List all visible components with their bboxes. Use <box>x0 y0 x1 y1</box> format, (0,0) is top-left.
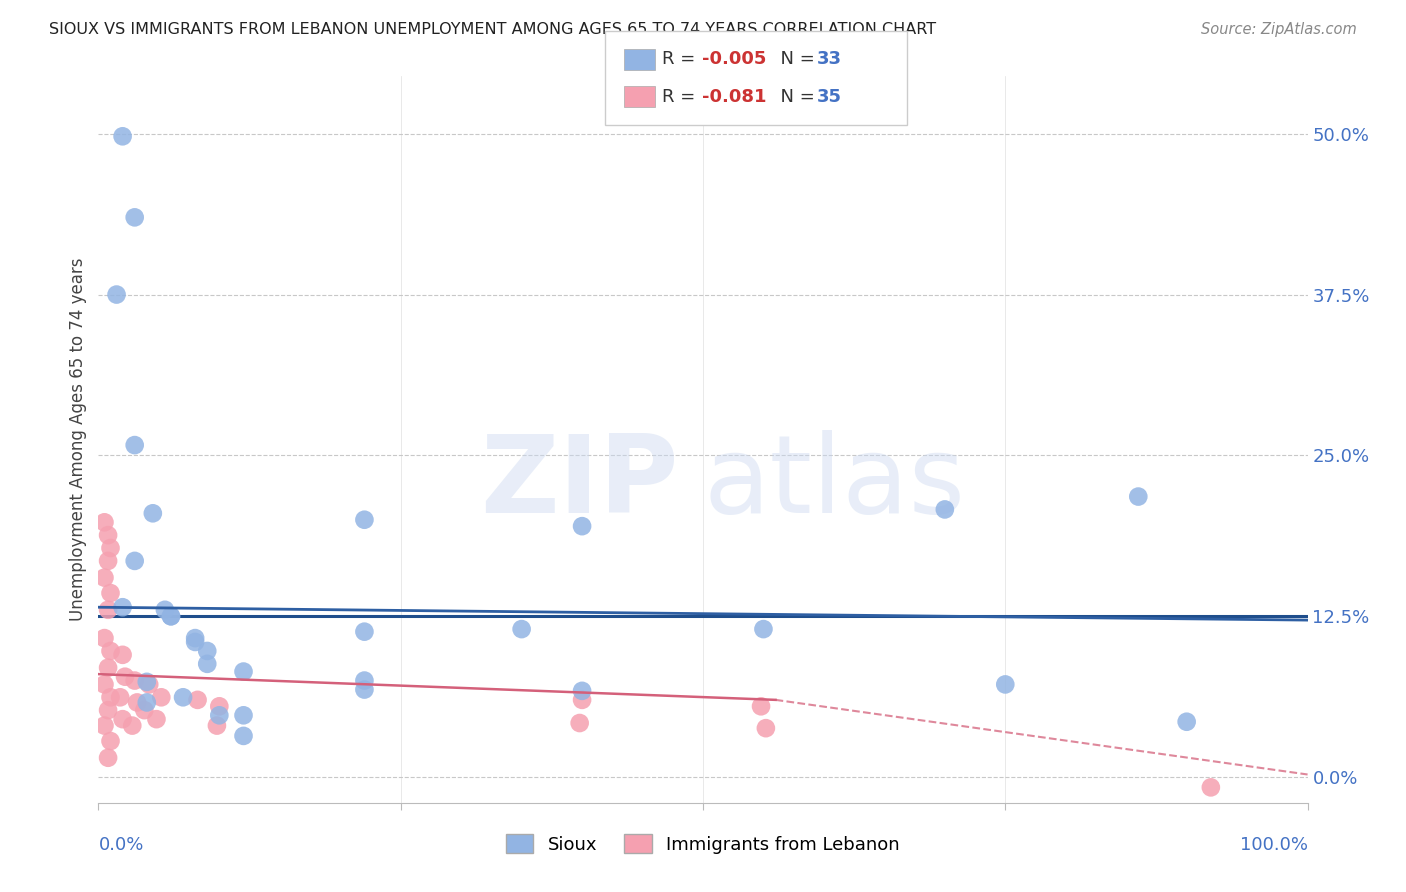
Point <box>187 693 209 707</box>
Text: -0.081: -0.081 <box>702 87 766 105</box>
Point <box>571 684 593 698</box>
Point <box>97 528 120 542</box>
Point <box>93 718 115 732</box>
Point <box>97 661 120 675</box>
Point <box>100 690 122 705</box>
Point <box>571 519 593 533</box>
Point <box>111 648 134 662</box>
Point <box>135 674 157 689</box>
Point <box>749 699 772 714</box>
Point <box>1128 490 1150 504</box>
Text: ZIP: ZIP <box>481 430 679 536</box>
Text: N =: N = <box>769 51 821 69</box>
Text: atlas: atlas <box>703 430 965 536</box>
Point <box>124 211 146 225</box>
Point <box>134 703 156 717</box>
Point <box>195 657 218 671</box>
Point <box>184 635 207 649</box>
Point <box>160 609 183 624</box>
Point <box>100 734 122 748</box>
Point <box>755 721 778 735</box>
Point <box>195 644 218 658</box>
Point <box>111 600 134 615</box>
Point <box>97 751 120 765</box>
Y-axis label: Unemployment Among Ages 65 to 74 years: Unemployment Among Ages 65 to 74 years <box>69 258 87 621</box>
Point <box>97 554 120 568</box>
Text: 0.0%: 0.0% <box>98 836 143 854</box>
Text: 35: 35 <box>817 87 842 105</box>
Point <box>93 516 115 530</box>
Point <box>205 718 228 732</box>
Point <box>208 699 231 714</box>
Point <box>100 644 122 658</box>
Text: -0.005: -0.005 <box>702 51 766 69</box>
Point <box>97 703 120 717</box>
Point <box>111 129 134 144</box>
Point <box>353 682 375 697</box>
Text: 33: 33 <box>817 51 842 69</box>
Text: N =: N = <box>769 87 821 105</box>
Point <box>353 624 375 639</box>
Point <box>232 729 254 743</box>
Point <box>150 690 173 705</box>
Point <box>568 716 591 731</box>
Point <box>994 677 1017 691</box>
Point <box>114 670 136 684</box>
Point <box>124 554 146 568</box>
Point <box>160 609 183 624</box>
Point <box>510 622 533 636</box>
Legend: Sioux, Immigrants from Lebanon: Sioux, Immigrants from Lebanon <box>498 825 908 863</box>
Point <box>571 693 593 707</box>
Point <box>208 708 231 723</box>
Point <box>353 673 375 688</box>
Point <box>97 603 120 617</box>
Point <box>1175 714 1198 729</box>
Point <box>135 695 157 709</box>
Point <box>1199 780 1222 795</box>
Point <box>184 631 207 645</box>
Point <box>353 513 375 527</box>
Point <box>934 502 956 516</box>
Point <box>127 695 149 709</box>
Point <box>752 622 775 636</box>
Point <box>100 586 122 600</box>
Text: SIOUX VS IMMIGRANTS FROM LEBANON UNEMPLOYMENT AMONG AGES 65 TO 74 YEARS CORRELAT: SIOUX VS IMMIGRANTS FROM LEBANON UNEMPLO… <box>49 22 936 37</box>
Point <box>105 287 128 301</box>
Point <box>93 631 115 645</box>
Point <box>232 665 254 679</box>
Point <box>145 712 167 726</box>
Point <box>142 506 165 520</box>
Point <box>100 541 122 555</box>
Point <box>93 677 115 691</box>
Point <box>93 571 115 585</box>
Point <box>232 708 254 723</box>
Text: R =: R = <box>662 51 702 69</box>
Text: Source: ZipAtlas.com: Source: ZipAtlas.com <box>1201 22 1357 37</box>
Point <box>121 718 143 732</box>
Point <box>124 673 146 688</box>
Point <box>124 438 146 452</box>
Text: R =: R = <box>662 87 702 105</box>
Point <box>172 690 194 705</box>
Point <box>153 603 176 617</box>
Point <box>138 677 160 691</box>
Text: 100.0%: 100.0% <box>1240 836 1308 854</box>
Point <box>111 712 134 726</box>
Point <box>108 690 131 705</box>
